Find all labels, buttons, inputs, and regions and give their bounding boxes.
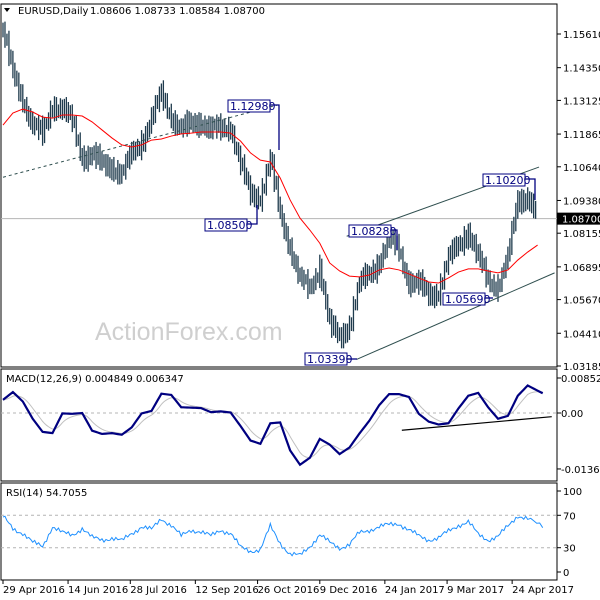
annotations: 1.12980 1.08500 1.08280 1.10200 1.05690 1.033… (204, 99, 536, 366)
rsi-line (2, 515, 544, 557)
annotation-box (348, 224, 392, 238)
date-tick-label: 24 Jan 2017 (385, 585, 445, 596)
date-tick-label: 24 Apr 2017 (512, 585, 574, 596)
annotation-label: 1.05690 (445, 293, 491, 306)
date-tick-label: 28 Jul 2016 (130, 585, 187, 596)
price-tick-label: 1.06895 (563, 263, 600, 274)
price-tick-label: 1.13125 (563, 96, 600, 107)
macd-tick-label: 0.008521 (561, 374, 600, 385)
annotation-box (227, 99, 271, 113)
annotation-connector (270, 104, 280, 150)
price-tick-label: 1.03185 (563, 362, 600, 373)
rsi-tick-label: 0 (563, 568, 569, 579)
date-tick-label: 14 Jun 2016 (68, 585, 128, 596)
date-tick-label: 26 Oct 2016 (258, 585, 320, 596)
macd-tick-label: -0.013624 (561, 465, 600, 476)
annotation-connector (247, 205, 258, 225)
ohlc-readout: 1.08606 1.08733 1.08584 1.08700 (90, 6, 265, 17)
price-tick-label: 1.14350 (563, 64, 600, 75)
rsi-title: RSI(14) 54.7055 (6, 488, 87, 499)
annotation-connector (525, 178, 536, 200)
annotation-connector (391, 229, 398, 250)
annotation-label: 1.08500 (207, 219, 253, 232)
price-panel[interactable] (0, 3, 558, 368)
current-price-label: 1.08700 (562, 215, 600, 226)
annotation-box (442, 292, 486, 306)
date-tick-label: 12 Sep 2016 (195, 585, 258, 596)
price-series (1, 21, 557, 360)
rsi-panel[interactable] (0, 482, 558, 581)
annotation-label: 1.10200 (485, 174, 531, 187)
date-tick-label: 9 Dec 2016 (320, 585, 378, 596)
price-tick-label: 1.10640 (563, 163, 600, 174)
macd-title: MACD(12,26,9) 0.004849 0.006347 (6, 374, 184, 385)
symbol-title: EURUSD,Daily (18, 6, 89, 17)
price-tick-label: 1.05670 (563, 296, 600, 307)
rsi-tick-label: 70 (563, 511, 576, 522)
annotation-box (304, 352, 348, 366)
annotation-label: 1.03390 (307, 353, 353, 366)
collapse-triangle-icon[interactable] (4, 8, 10, 12)
annotation-label: 1.08280 (351, 225, 397, 238)
rsi-tick-label: 100 (563, 487, 582, 498)
macd-series (1, 384, 557, 467)
date-tick-label: 29 Apr 2016 (3, 585, 65, 596)
price-tick-label: 1.11865 (563, 130, 600, 141)
macd-panel[interactable] (0, 368, 558, 482)
date-tick-label: 9 Mar 2017 (447, 585, 504, 596)
sma-line (2, 108, 538, 284)
macd-line (2, 384, 544, 467)
annotation-label: 1.12980 (230, 100, 276, 113)
price-tick-label: 1.09380 (563, 196, 600, 207)
trendline (356, 272, 555, 360)
annotation-box (204, 218, 248, 232)
current-price-tag (557, 212, 600, 225)
price-tick-label: 1.15610 (563, 30, 600, 41)
price-tick-label: 1.04410 (563, 329, 600, 340)
price-tick-label: 1.08155 (563, 229, 600, 240)
watermark: ActionForex.com (95, 318, 283, 346)
annotation-box (482, 173, 526, 187)
macd-tick-label: 0.00 (561, 409, 583, 420)
rsi-tick-label: 30 (563, 544, 576, 555)
macd-trendline (401, 416, 552, 431)
rsi-series (1, 514, 557, 557)
trendline (2, 104, 278, 178)
axes: 1.15610 1.14350 1.13125 1.11865 1.10640 1.093… (2, 30, 600, 596)
